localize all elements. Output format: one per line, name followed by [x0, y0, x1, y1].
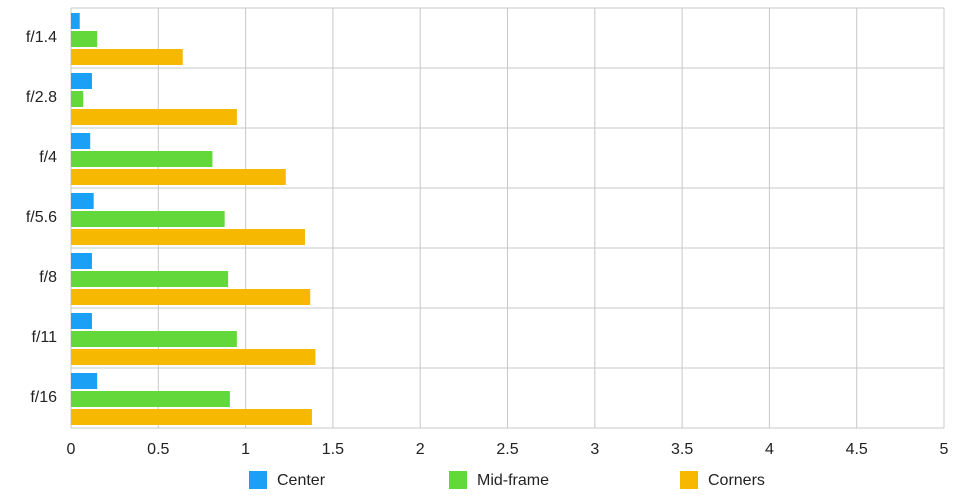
y-tick-label: f/5.6: [26, 209, 57, 226]
y-tick-label: f/11: [32, 329, 58, 346]
legend-swatch: [449, 471, 467, 489]
bar: [71, 211, 225, 227]
bar: [71, 289, 311, 305]
x-tick-label: 1.5: [322, 441, 344, 458]
bar: [71, 313, 92, 329]
y-tick-label: f/16: [30, 389, 57, 406]
bar: [71, 253, 92, 269]
x-tick-label: 3: [590, 441, 599, 458]
bar: [71, 391, 230, 407]
x-tick-label: 2: [416, 441, 425, 458]
y-tick-label: f/4: [39, 149, 57, 166]
bar: [71, 133, 91, 149]
bar: [71, 151, 213, 167]
bar: [71, 13, 80, 29]
legend-label: Corners: [708, 472, 765, 489]
bar: [71, 91, 84, 107]
bar: [71, 409, 312, 425]
x-tick-label: 3.5: [671, 441, 693, 458]
y-tick-label: f/8: [39, 269, 57, 286]
legend-label: Center: [277, 472, 326, 489]
y-tick-label: f/1.4: [26, 29, 57, 46]
bar: [71, 109, 237, 125]
bar: [71, 169, 286, 185]
bar: [71, 271, 229, 287]
bar: [71, 349, 316, 365]
bar: [71, 373, 98, 389]
y-tick-label: f/2.8: [26, 89, 57, 106]
bar: [71, 31, 98, 47]
bar: [71, 331, 237, 347]
bar: [71, 49, 183, 65]
x-tick-label: 5: [940, 441, 949, 458]
legend-swatch: [249, 471, 267, 489]
x-tick-label: 4.5: [846, 441, 868, 458]
x-tick-label: 2.5: [496, 441, 518, 458]
bar: [71, 73, 92, 89]
legend-swatch: [680, 471, 698, 489]
legend-label: Mid-frame: [477, 472, 549, 489]
x-tick-label: 0: [67, 441, 76, 458]
x-tick-label: 4: [765, 441, 774, 458]
bar: [71, 193, 94, 209]
x-tick-label: 0.5: [147, 441, 169, 458]
x-tick-label: 1: [241, 441, 250, 458]
bar: [71, 229, 305, 245]
